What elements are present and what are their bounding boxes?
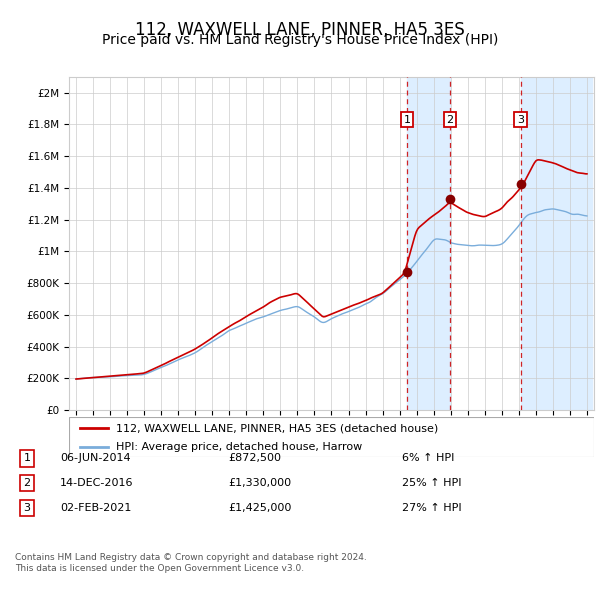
Text: 14-DEC-2016: 14-DEC-2016 (60, 478, 133, 488)
Text: 06-JUN-2014: 06-JUN-2014 (60, 454, 131, 463)
Text: £872,500: £872,500 (228, 454, 281, 463)
Text: £1,330,000: £1,330,000 (228, 478, 291, 488)
Text: 2: 2 (23, 478, 31, 488)
Text: 112, WAXWELL LANE, PINNER, HA5 3ES (detached house): 112, WAXWELL LANE, PINNER, HA5 3ES (deta… (116, 424, 439, 434)
Text: Price paid vs. HM Land Registry's House Price Index (HPI): Price paid vs. HM Land Registry's House … (102, 33, 498, 47)
Text: 6% ↑ HPI: 6% ↑ HPI (402, 454, 454, 463)
Text: 25% ↑ HPI: 25% ↑ HPI (402, 478, 461, 488)
Text: 2: 2 (446, 114, 454, 124)
Text: 02-FEB-2021: 02-FEB-2021 (60, 503, 131, 513)
Text: 3: 3 (23, 503, 31, 513)
Text: 112, WAXWELL LANE, PINNER, HA5 3ES: 112, WAXWELL LANE, PINNER, HA5 3ES (135, 21, 465, 39)
Text: HPI: Average price, detached house, Harrow: HPI: Average price, detached house, Harr… (116, 442, 362, 452)
Bar (407, 77, 450, 410)
Text: Contains HM Land Registry data © Crown copyright and database right 2024.
This d: Contains HM Land Registry data © Crown c… (15, 553, 367, 573)
Text: 1: 1 (23, 454, 31, 463)
Text: 1: 1 (404, 114, 410, 124)
Text: 3: 3 (517, 114, 524, 124)
Bar (521, 77, 592, 410)
Text: 27% ↑ HPI: 27% ↑ HPI (402, 503, 461, 513)
Text: £1,425,000: £1,425,000 (228, 503, 292, 513)
